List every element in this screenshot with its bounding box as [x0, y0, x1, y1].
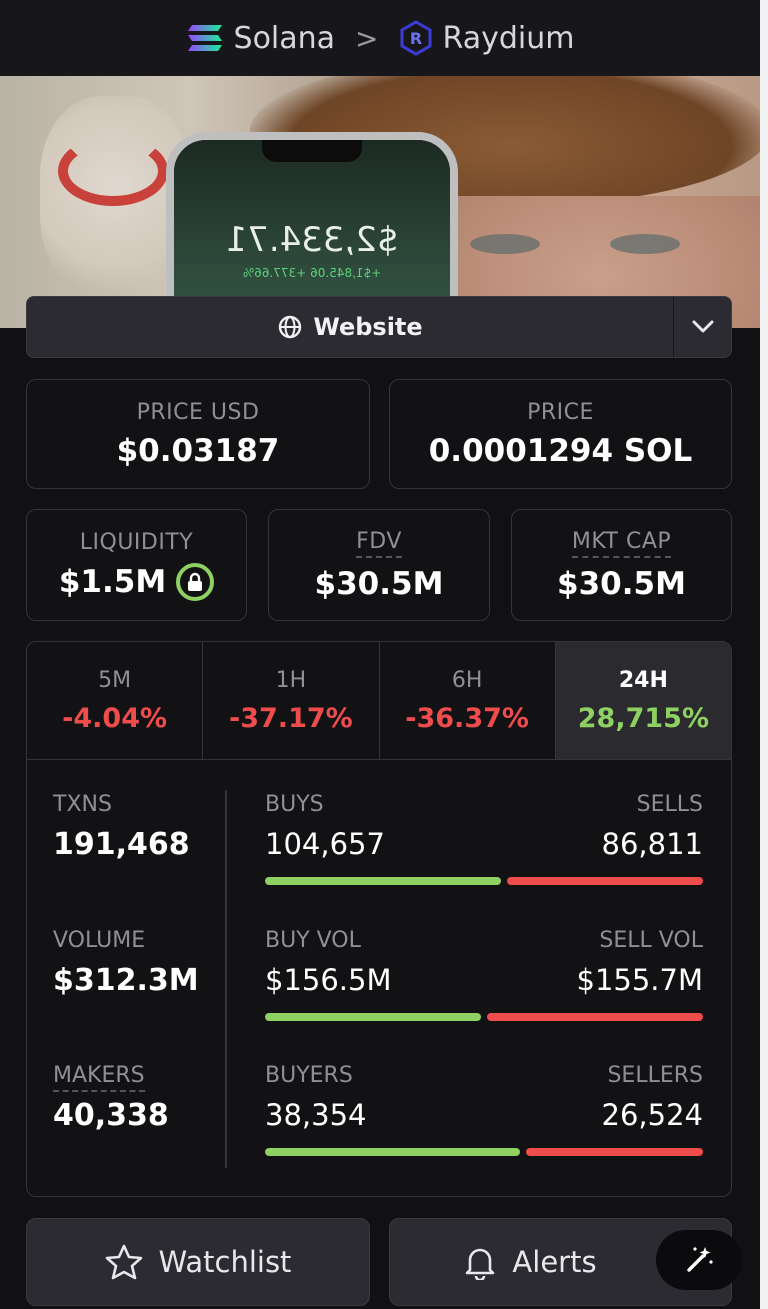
breadcrumb: Solana > R Raydium [0, 0, 760, 76]
sellers-value: 26,524 [601, 1098, 703, 1132]
buyers-sellers-row: BUYERS SELLERS 38,354 26,524 [265, 1063, 703, 1156]
buys-sells-bar [265, 877, 703, 885]
liquidity-card: LIQUIDITY $1.5M [26, 509, 247, 621]
tab-label: 6H [451, 667, 483, 693]
magic-wand-icon [687, 1247, 713, 1272]
website-button[interactable]: Website [27, 297, 673, 357]
buy-vol-label: BUY VOL [265, 928, 361, 953]
mkt-cap-card[interactable]: MKT CAP $30.5M [511, 509, 732, 621]
buy-portion [265, 877, 502, 885]
price-sol-card: PRICE 0.0001294 SOL [389, 379, 732, 489]
breadcrumb-separator: > [355, 21, 379, 55]
raydium-icon: R [400, 20, 432, 56]
mkt-cap-value: $30.5M [557, 565, 686, 602]
banner-phone: $2,334.71 +$1,845.06 +377.66% [166, 132, 458, 328]
star-icon [105, 1244, 142, 1280]
tab-change: 28,715% [577, 702, 709, 734]
stats-divider [225, 790, 227, 1168]
liquidity-value: $1.5M [58, 563, 167, 600]
buyers-label: BUYERS [265, 1063, 353, 1088]
bell-icon [466, 1248, 495, 1280]
price-usd-value: $0.03187 [116, 432, 280, 469]
price-usd-label: PRICE USD [136, 399, 260, 425]
tab-24h[interactable]: 24H 28,715% [555, 642, 731, 759]
mkt-cap-label: MKT CAP [571, 529, 672, 558]
sell-portion [487, 1013, 703, 1021]
tab-change: -36.37% [405, 702, 529, 734]
phone-sub: +$1,845.06 +377.66% [242, 266, 382, 280]
sells-value: 86,811 [601, 827, 703, 861]
price-sol-value: 0.0001294 SOL [428, 432, 693, 469]
chain-name: Solana [233, 20, 336, 56]
buys-sells-row: BUYS SELLS 104,657 86,811 [265, 792, 703, 885]
price-sol-label: PRICE [527, 399, 594, 425]
txns-label: TXNS [53, 792, 112, 817]
lock-icon[interactable] [176, 562, 215, 601]
sell-portion [507, 877, 703, 885]
fdv-value: $30.5M [314, 565, 444, 602]
volume-split-row: BUY VOL SELL VOL $156.5M $155.7M [265, 928, 703, 1021]
tab-5m[interactable]: 5M -4.04% [27, 642, 204, 759]
makers-value: 40,338 [53, 1098, 169, 1133]
website-bar: Website [26, 296, 732, 358]
sell-vol-value: $155.7M [576, 963, 704, 997]
price-usd-card: PRICE USD $0.03187 [26, 379, 370, 489]
buys-value: 104,657 [265, 827, 385, 861]
sellers-label: SELLERS [607, 1063, 703, 1088]
token-banner-image: $2,334.71 +$1,845.06 +377.66% [0, 76, 760, 328]
timeframe-tabs: 5M -4.04% 1H -37.17% 6H -36.37% 24H 28,7… [27, 642, 731, 760]
tab-label: 24H [618, 667, 668, 693]
buy-vol-value: $156.5M [265, 963, 392, 997]
breadcrumb-chain[interactable]: Solana [186, 20, 336, 56]
banner-doodle [40, 96, 190, 296]
banner-eye-left [470, 234, 540, 254]
fdv-label: FDV [356, 529, 402, 558]
txns-metric: TXNS 191,468 [53, 792, 190, 862]
makers-label: MAKERS [53, 1063, 145, 1092]
website-label: Website [313, 313, 423, 341]
dex-name: Raydium [442, 20, 575, 56]
solana-icon [187, 25, 222, 51]
tab-change: -37.17% [229, 702, 353, 734]
tab-1h[interactable]: 1H -37.17% [203, 642, 380, 759]
breadcrumb-dex[interactable]: R Raydium [399, 20, 575, 56]
sell-portion [526, 1148, 703, 1156]
chevron-down-icon [692, 320, 713, 333]
buyers-value: 38,354 [265, 1098, 367, 1132]
tab-label: 5M [98, 667, 132, 693]
sell-vol-label: SELL VOL [599, 928, 703, 953]
alerts-label: Alerts [512, 1245, 597, 1279]
volume-split-bar [265, 1013, 703, 1021]
volume-label: VOLUME [53, 928, 146, 953]
watchlist-label: Watchlist [158, 1245, 292, 1279]
buy-portion [265, 1013, 482, 1021]
buy-portion [265, 1148, 521, 1156]
banner-eye-right [610, 234, 680, 254]
txns-value: 191,468 [53, 827, 190, 862]
tab-change: -4.04% [62, 702, 168, 734]
phone-amount: $2,334.71 [225, 220, 399, 260]
buyers-sellers-bar [265, 1148, 703, 1156]
globe-icon [279, 315, 302, 339]
fdv-card[interactable]: FDV $30.5M [268, 509, 490, 621]
volume-value: $312.3M [53, 963, 199, 998]
links-dropdown-button[interactable] [673, 297, 731, 357]
volume-metric: VOLUME $312.3M [53, 928, 199, 998]
watchlist-button[interactable]: Watchlist [26, 1218, 370, 1306]
tab-label: 1H [275, 667, 307, 693]
liquidity-label: LIQUIDITY [79, 529, 194, 555]
magic-wand-button[interactable] [656, 1230, 742, 1290]
window-edge [760, 0, 768, 1309]
svg-text:R: R [409, 29, 421, 48]
buys-label: BUYS [265, 792, 324, 817]
tab-6h[interactable]: 6H -36.37% [380, 642, 556, 759]
stats-panel: 5M -4.04% 1H -37.17% 6H -36.37% 24H 28,7… [26, 641, 732, 1197]
sells-label: SELLS [636, 792, 703, 817]
makers-metric[interactable]: MAKERS 40,338 [53, 1063, 169, 1133]
